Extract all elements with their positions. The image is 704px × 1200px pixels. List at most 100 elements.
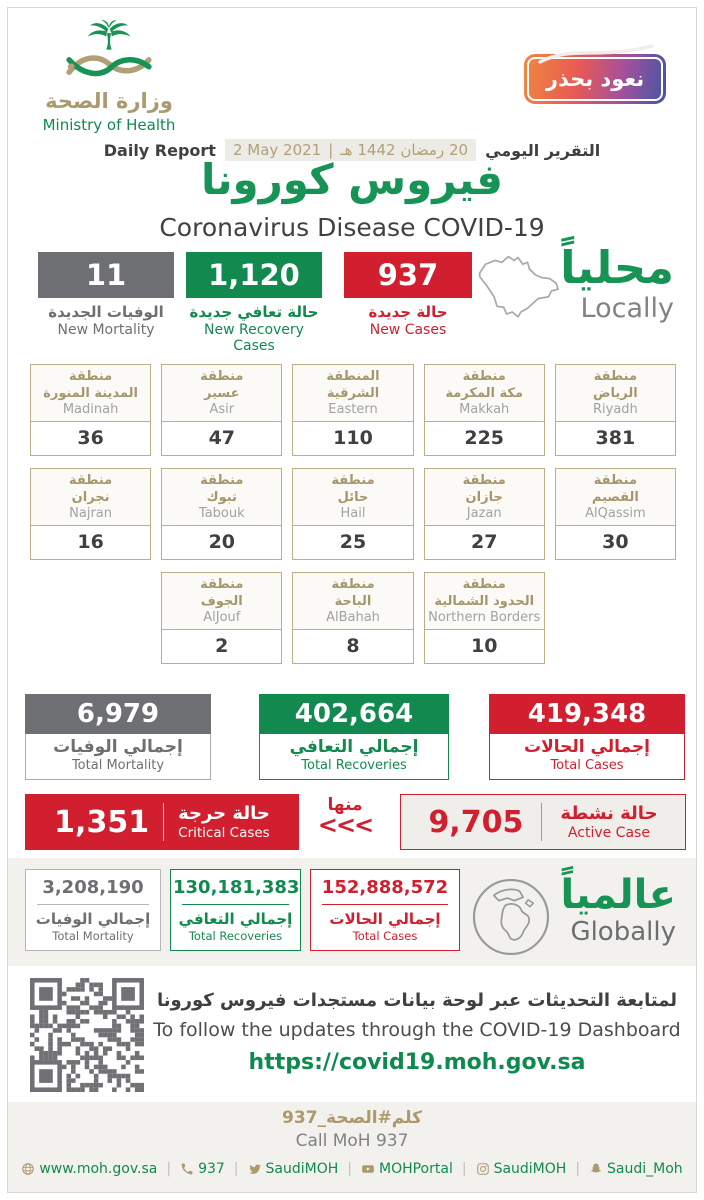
region-name-arabic-line2: جازان [465, 489, 503, 505]
report-date-gregorian: 2 May 2021 [232, 141, 322, 159]
footer-background [8, 1102, 696, 1192]
footer-link-divider: | [575, 1161, 581, 1177]
global-mortality-value: 3,208,190 [42, 877, 144, 898]
region-name-english: AlJouf [203, 610, 241, 626]
report-date-line: Daily Report 2 May 2021 | 20 رمضان 1442 … [0, 139, 704, 161]
region-name-arabic-line2: مكة المكرمة [445, 385, 524, 401]
region-case-count: 225 [424, 421, 544, 455]
new-recoveries-label-en: New Recovery Cases [204, 322, 304, 354]
critical-cases-label-ar: حالة حرجة [178, 803, 270, 825]
active-cases-label-en: Active Case [567, 824, 650, 841]
total-cases-value: 419,348 [489, 694, 685, 734]
total-recoveries-label-ar: إجمالي التعافي [289, 737, 419, 757]
region-name-arabic-line1: منطقة [68, 472, 113, 488]
footer-link-divider: | [166, 1161, 172, 1177]
moh-name-english: Ministry of Health [42, 116, 176, 135]
new-cases-label-ar: حالة جديدة [368, 303, 448, 321]
total-cases-stat: 419,348 إجمالي الحالات Total Cases [489, 694, 685, 780]
global-mortality-label-ar: إجمالي الوفيات [35, 910, 151, 928]
divider [37, 904, 149, 905]
region-name-english: Northern Borders [428, 610, 541, 626]
moh-palm-logo-icon [66, 20, 152, 77]
left-chevrons-icon: <<< [317, 811, 374, 839]
global-cases-value: 152,888,572 [321, 877, 449, 898]
region-box: منطقة تبوك Tabouk 20 [161, 468, 283, 560]
region-case-count: 8 [293, 629, 413, 663]
qr-code [30, 978, 144, 1092]
globe-icon [472, 878, 550, 956]
footer-link-divider: | [233, 1161, 239, 1177]
of-which-connector: منها <<< [312, 795, 378, 837]
region-header: منطقة مكة المكرمة Makkah [424, 365, 544, 421]
badge-text: نعود بحذر [545, 67, 645, 91]
region-name-arabic-line2: الحدود الشمالية [434, 593, 535, 609]
region-name-arabic-line2: المدينة المنورة [43, 385, 138, 401]
region-name-arabic-line2: الشرقية [326, 385, 380, 401]
region-name-english: Madinah [62, 402, 119, 418]
daily-report-label-ar: التقرير اليومي [485, 140, 601, 160]
region-name-english: Hail [340, 506, 366, 522]
region-case-count: 36 [31, 421, 151, 455]
region-name-arabic-line1: منطقة [331, 576, 375, 592]
new-cases-stat: 937 حالة جديدة New Cases [344, 252, 472, 338]
report-date-separator: | [328, 141, 334, 159]
new-mortality-stat: 11 الوفيات الجديدة New Mortality [38, 252, 174, 338]
region-name-arabic-line1: منطقة [462, 576, 506, 592]
region-header: منطقة تبوك Tabouk [162, 469, 282, 525]
region-header: منطقة القصيم AlQassim [555, 469, 675, 525]
region-box: منطقة القصيم AlQassim 30 [554, 468, 676, 560]
region-header: منطقة عسير Asir [162, 365, 282, 421]
footer-link-label: MOHPortal [378, 1161, 453, 1177]
global-cases-label-ar: إجمالي الحالات [329, 910, 441, 928]
call-moh-english: Call MoH 937 [295, 1131, 409, 1151]
region-box: منطقة الرياض Riyadh 381 [554, 364, 676, 456]
total-recoveries-label-en: Total Recoveries [301, 758, 407, 773]
region-box: المنطقة الشرقية Eastern 110 [292, 364, 414, 456]
region-name-arabic-line1: منطقة [200, 576, 244, 592]
region-case-count: 30 [555, 525, 675, 559]
region-header: منطقة الرياض Riyadh [555, 365, 675, 421]
footer-link-instagram[interactable]: SaudiMOH [476, 1161, 566, 1177]
footer-link-label: Saudi_Moh [607, 1161, 683, 1177]
footer-link-twitter[interactable]: SaudiMOH [248, 1161, 338, 1177]
region-name-english: Riyadh [592, 402, 638, 418]
footer-link-phone[interactable]: 937 [180, 1161, 225, 1177]
locally-heading-english: Locally [580, 292, 674, 324]
region-name-arabic-line1: منطقة [200, 472, 244, 488]
region-case-count: 25 [293, 525, 413, 559]
footer-link-label: 937 [198, 1161, 225, 1177]
region-name-arabic-line1: منطقة [593, 472, 638, 488]
region-box: منطقة الجوف AlJouf 2 [161, 572, 283, 664]
dashboard-url-link[interactable]: https://covid19.moh.gov.sa [248, 1050, 586, 1075]
region-box: منطقة الباحة AlBahah 8 [292, 572, 414, 664]
globe-icon [21, 1162, 35, 1176]
region-header: المنطقة الشرقية Eastern [293, 365, 413, 421]
region-box: منطقة جازان Jazan 27 [423, 468, 545, 560]
twitter-icon [248, 1162, 262, 1176]
global-recoveries-value: 130,181,383 [173, 877, 300, 898]
global-mortality-stat: 3,208,190 إجمالي الوفيات Total Mortality [25, 869, 161, 951]
region-name-arabic-line1: منطقة [462, 368, 506, 384]
divider [182, 904, 289, 905]
new-cases-label-en: New Cases [369, 322, 447, 338]
region-name-english: Jazan [466, 506, 502, 522]
region-header: منطقة جازان Jazan [424, 469, 544, 525]
active-cases-value: 9,705 [428, 804, 524, 840]
footer-link-youtube[interactable]: MOHPortal [361, 1161, 453, 1177]
total-mortality-value: 6,979 [25, 694, 211, 734]
region-name-arabic-line1: منطقة [593, 368, 638, 384]
region-name-arabic-line1: منطقة [68, 368, 113, 384]
footer-link-globe[interactable]: www.moh.gov.sa [21, 1161, 157, 1177]
divider [322, 904, 448, 905]
region-header: منطقة حائل Hail [293, 469, 413, 525]
region-box: منطقة المدينة المنورة Madinah 36 [30, 364, 152, 456]
region-case-count: 110 [293, 421, 413, 455]
region-name-english: Najran [69, 506, 113, 522]
region-name-english: AlQassim [585, 506, 646, 522]
vertical-divider [541, 803, 543, 841]
globally-heading: عالمياً Globally [560, 872, 676, 947]
region-name-arabic-line2: عسير [204, 385, 240, 401]
footer-link-snapchat[interactable]: Saudi_Moh [589, 1161, 683, 1177]
moh-name-arabic: وزارة الصحة [45, 89, 173, 113]
